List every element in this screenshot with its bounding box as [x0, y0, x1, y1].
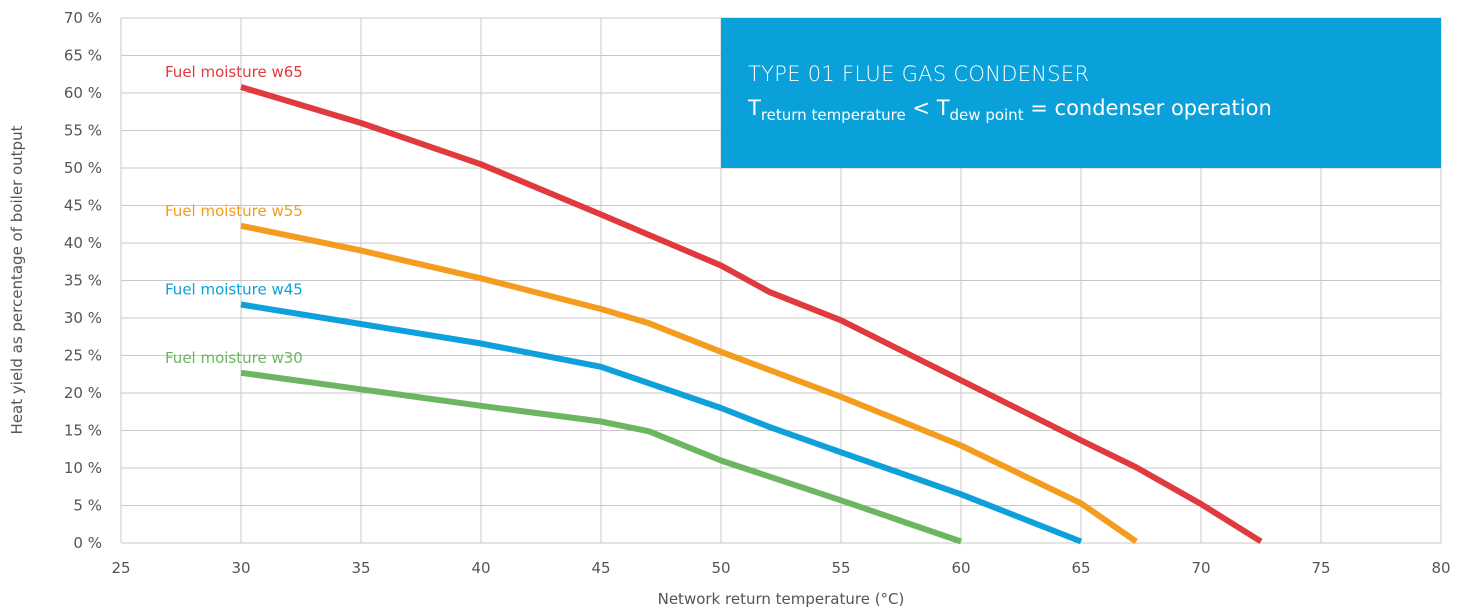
y-tick-label: 65 %	[64, 47, 102, 65]
y-tick-label: 50 %	[64, 159, 102, 177]
series-line-fuel-moisture-w45	[240, 301, 1083, 545]
y-tick-label: 60 %	[64, 84, 102, 102]
formula-sub-return: return temperature	[760, 106, 906, 125]
series-label-fuel-moisture-w55: Fuel moisture w55	[165, 202, 303, 220]
y-tick-label: 10 %	[64, 459, 102, 477]
y-tick-label: 35 %	[64, 272, 102, 290]
formula-t2: T	[936, 96, 950, 120]
y-tick-label: 15 %	[64, 422, 102, 440]
series-labels: Fuel moisture w65 Fuel moisture w55 Fuel m…	[165, 63, 303, 367]
x-tick-label: 40	[471, 559, 490, 577]
x-tick-label: 60	[951, 559, 970, 577]
y-axis-title: Heat yield as percentage of boiler outpu…	[8, 125, 26, 434]
x-tick-label: 65	[1071, 559, 1090, 577]
y-tick-label: 40 %	[64, 234, 102, 252]
formula-less-than: <	[905, 96, 937, 120]
y-tick-label: 30 %	[64, 309, 102, 327]
x-tick-label: 55	[831, 559, 850, 577]
series-line-fuel-moisture-w65	[240, 84, 1263, 545]
x-tick-label: 25	[111, 559, 130, 577]
series-line-fuel-moisture-w30	[240, 369, 962, 545]
x-tick-label: 45	[591, 559, 610, 577]
formula-sub-dew-point: dew point	[949, 106, 1024, 125]
x-tick-label: 35	[351, 559, 370, 577]
y-tick-label: 20 %	[64, 384, 102, 402]
x-tick-label: 50	[711, 559, 730, 577]
formula-rest: = condenser operation	[1023, 96, 1272, 120]
y-tick-label: 0 %	[73, 534, 102, 552]
y-tick-label: 5 %	[73, 497, 102, 515]
y-tick-label: 70 %	[64, 9, 102, 27]
x-axis-ticks: 25 30 35 40 45 50 55 60 65 70 75 80	[111, 559, 1450, 577]
y-tick-label: 45 %	[64, 197, 102, 215]
info-box-title: TYPE 01 FLUE GAS CONDENSER	[748, 62, 1090, 86]
formula-t1: T	[748, 96, 761, 120]
series-lines	[240, 84, 1263, 545]
series-line-fuel-moisture-w55	[240, 222, 1138, 544]
x-axis-title: Network return temperature (°C)	[658, 590, 905, 608]
x-tick-label: 30	[231, 559, 250, 577]
x-tick-label: 80	[1431, 559, 1450, 577]
series-label-fuel-moisture-w45: Fuel moisture w45	[165, 281, 303, 299]
series-label-fuel-moisture-w65: Fuel moisture w65	[165, 63, 303, 81]
y-tick-label: 25 %	[64, 347, 102, 365]
x-tick-label: 75	[1311, 559, 1330, 577]
y-axis-ticks: 0 % 5 % 10 % 15 % 20 % 25 % 30 % 35 % 40 % 45 % 50…	[64, 9, 102, 552]
series-label-fuel-moisture-w30: Fuel moisture w30	[165, 349, 303, 367]
x-tick-label: 70	[1191, 559, 1210, 577]
y-tick-label: 55 %	[64, 122, 102, 140]
info-box: TYPE 01 FLUE GAS CONDENSER Treturn tempe…	[721, 18, 1441, 168]
info-box-formula: Treturn temperature < Tdew point = conde…	[748, 96, 1441, 124]
